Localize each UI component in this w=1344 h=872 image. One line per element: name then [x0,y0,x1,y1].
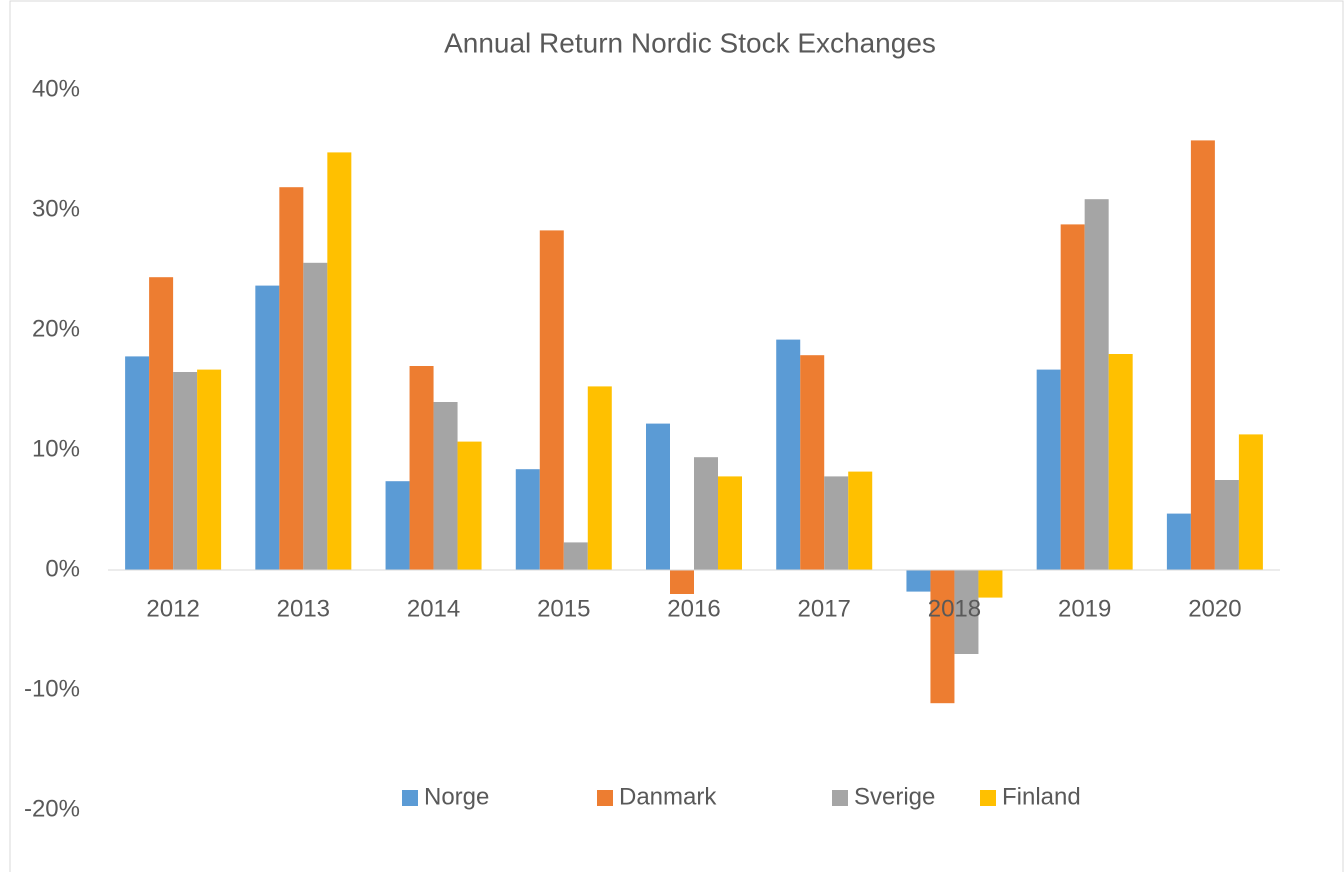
y-tick-label: 40% [32,75,80,102]
y-tick-label: -10% [24,675,80,702]
x-tick-label: 2014 [407,595,460,622]
y-tick-label: 0% [45,555,80,582]
bar [173,372,198,570]
legend-swatch [597,790,613,806]
bar [515,469,540,570]
bar [718,476,742,570]
bar [978,570,1003,598]
bar [1166,513,1191,570]
bar [279,187,304,570]
y-tick-label: 20% [32,315,80,342]
x-tick-label: 2016 [667,595,720,622]
bar [776,339,801,570]
bar [824,476,849,570]
bar [800,355,825,570]
bar [433,402,458,570]
bar [255,285,280,570]
bar [646,423,670,570]
bar [670,570,694,594]
legend-label: Danmark [619,783,717,810]
bar [954,570,979,654]
bar [1036,369,1061,570]
bar [1214,480,1239,570]
x-tick-label: 2018 [928,595,981,622]
bar [1084,199,1109,570]
bar [385,481,410,570]
x-tick-label: 2020 [1188,595,1241,622]
bar [125,356,150,570]
bar [848,471,873,570]
bar [197,369,222,570]
y-tick-label: 30% [32,195,80,222]
chart-title: Annual Return Nordic Stock Exchanges [444,27,936,58]
x-tick-label: 2015 [537,595,590,622]
legend-swatch [832,790,848,806]
bar [327,152,352,570]
x-tick-label: 2012 [146,595,199,622]
bar [587,386,612,570]
legend-label: Finland [1002,783,1081,810]
bar [694,457,718,570]
bar [906,570,931,592]
bar [563,542,588,570]
x-tick-label: 2019 [1058,595,1111,622]
bar [457,441,482,570]
bar [409,366,434,570]
y-tick-label: -20% [24,795,80,822]
bar [930,570,955,704]
legend-label: Sverige [854,783,935,810]
bar [149,277,174,570]
bar [1060,224,1085,570]
bar [539,230,564,570]
legend-label: Norge [424,783,489,810]
bar [303,262,328,570]
bar [1238,434,1263,570]
legend-swatch [402,790,418,806]
y-tick-label: 10% [32,435,80,462]
legend-swatch [980,790,996,806]
x-tick-label: 2013 [277,595,330,622]
bar [1190,140,1215,570]
bar [1108,354,1133,570]
x-tick-label: 2017 [798,595,851,622]
